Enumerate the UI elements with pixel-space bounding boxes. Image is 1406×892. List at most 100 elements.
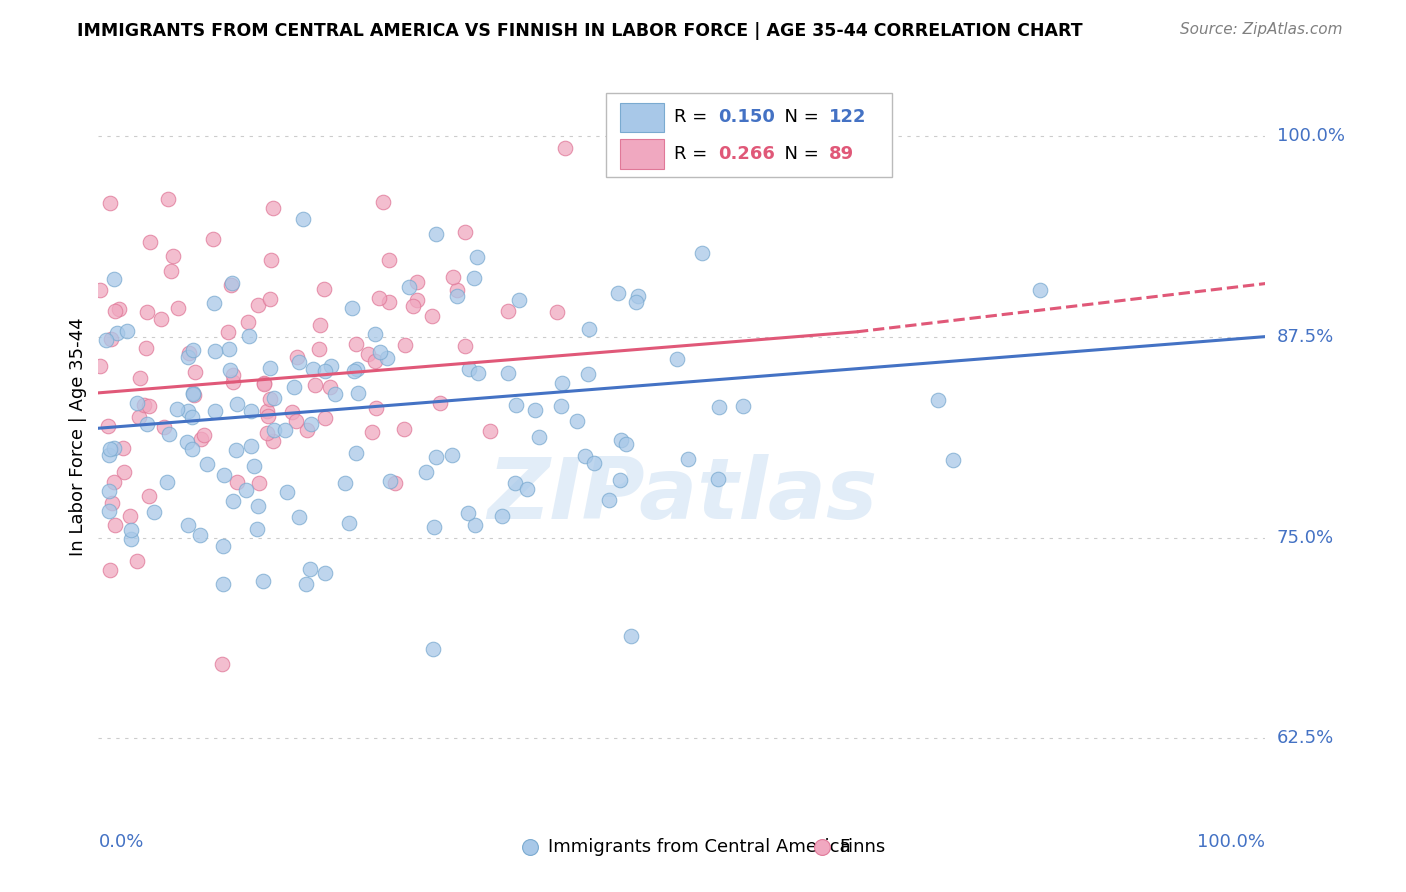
Point: [103, 304, 125, 318]
Point: [221, 494, 243, 508]
Point: [406, 275, 429, 289]
Point: [394, 421, 416, 435]
Point: [441, 270, 464, 285]
Point: [94, 333, 117, 347]
Point: [262, 434, 284, 449]
Point: [135, 417, 157, 431]
Point: [373, 194, 395, 209]
Point: [609, 473, 631, 487]
Point: [97, 418, 120, 433]
FancyBboxPatch shape: [620, 139, 665, 169]
Point: [89, 359, 111, 373]
Text: IMMIGRANTS FROM CENTRAL AMERICA VS FINNISH IN LABOR FORCE | AGE 35-44 CORRELATIO: IMMIGRANTS FROM CENTRAL AMERICA VS FINNI…: [77, 22, 1083, 40]
Point: [103, 475, 125, 489]
Point: [226, 397, 249, 411]
Point: [319, 359, 342, 373]
Point: [607, 285, 630, 300]
Point: [364, 401, 387, 416]
Point: [364, 353, 387, 368]
Point: [157, 192, 180, 206]
Point: [125, 395, 148, 409]
Point: [256, 409, 278, 423]
Point: [201, 231, 224, 245]
Point: [252, 574, 274, 589]
Point: [246, 500, 269, 514]
Point: [337, 516, 360, 531]
Point: [184, 365, 207, 379]
Point: [138, 399, 160, 413]
Point: [104, 518, 127, 533]
Text: ZIPatlas: ZIPatlas: [486, 454, 877, 537]
Point: [314, 411, 336, 425]
Point: [181, 442, 204, 457]
Text: Immigrants from Central America: Immigrants from Central America: [548, 838, 851, 855]
Point: [626, 295, 648, 310]
Point: [402, 299, 425, 313]
Point: [309, 318, 332, 332]
Point: [503, 475, 526, 490]
Text: 75.0%: 75.0%: [1277, 529, 1334, 547]
Point: [346, 386, 368, 401]
Point: [308, 343, 330, 357]
Point: [204, 403, 226, 417]
Point: [287, 509, 309, 524]
Point: [368, 344, 391, 359]
Point: [454, 339, 477, 353]
Point: [135, 341, 157, 355]
Point: [707, 401, 730, 415]
Point: [301, 362, 323, 376]
Point: [527, 430, 550, 444]
Point: [420, 309, 443, 323]
Point: [425, 450, 447, 464]
FancyBboxPatch shape: [606, 94, 891, 178]
Point: [465, 250, 488, 264]
Point: [263, 423, 285, 437]
Point: [276, 485, 298, 500]
Point: [707, 473, 730, 487]
Point: [212, 468, 235, 483]
Point: [405, 293, 427, 307]
Point: [304, 377, 326, 392]
Point: [142, 504, 165, 518]
Point: [496, 367, 519, 381]
Point: [446, 283, 468, 297]
Point: [467, 366, 489, 380]
Point: [463, 271, 485, 285]
Point: [574, 449, 596, 463]
Point: [181, 343, 204, 358]
Point: [479, 425, 502, 439]
Point: [319, 380, 342, 394]
Point: [222, 375, 245, 389]
Point: [312, 282, 335, 296]
Point: [491, 509, 513, 524]
Text: 100.0%: 100.0%: [1277, 127, 1344, 145]
Point: [299, 417, 322, 431]
Text: 62.5%: 62.5%: [1277, 730, 1334, 747]
Point: [384, 475, 406, 490]
Point: [262, 202, 284, 216]
Text: 122: 122: [830, 109, 866, 127]
Point: [101, 496, 124, 510]
Point: [346, 446, 368, 460]
Point: [609, 434, 631, 448]
Point: [496, 304, 519, 318]
Point: [253, 376, 276, 390]
Text: 89: 89: [830, 145, 853, 163]
Point: [550, 400, 572, 414]
Point: [225, 442, 247, 457]
Point: [212, 539, 235, 553]
Point: [98, 442, 121, 457]
Point: [292, 212, 315, 227]
Point: [516, 482, 538, 496]
Text: 100.0%: 100.0%: [1198, 833, 1265, 851]
Text: 0.266: 0.266: [718, 145, 775, 163]
Point: [285, 350, 308, 364]
Point: [299, 562, 322, 576]
Text: Finns: Finns: [839, 838, 886, 855]
Point: [546, 304, 568, 318]
Point: [422, 642, 444, 657]
Point: [578, 322, 600, 336]
Point: [457, 506, 479, 520]
Point: [218, 342, 240, 356]
FancyBboxPatch shape: [620, 103, 665, 132]
